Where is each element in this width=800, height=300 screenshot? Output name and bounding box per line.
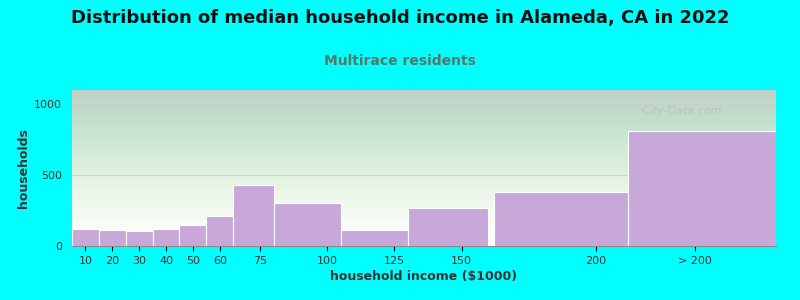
Bar — [72, 229, 99, 246]
Bar — [153, 229, 179, 246]
Bar — [408, 208, 489, 246]
Bar — [234, 185, 274, 246]
Bar — [126, 231, 153, 246]
X-axis label: household income ($1000): household income ($1000) — [330, 270, 518, 283]
Bar — [628, 131, 776, 246]
Text: Multirace residents: Multirace residents — [324, 54, 476, 68]
Text: Distribution of median household income in Alameda, CA in 2022: Distribution of median household income … — [70, 9, 730, 27]
Bar — [206, 215, 234, 246]
Bar — [99, 230, 126, 246]
Bar — [341, 230, 408, 246]
Text: City-Data.com: City-Data.com — [635, 106, 722, 116]
Bar — [274, 203, 341, 246]
Bar — [494, 192, 628, 246]
Y-axis label: households: households — [17, 128, 30, 208]
Bar — [179, 225, 206, 246]
